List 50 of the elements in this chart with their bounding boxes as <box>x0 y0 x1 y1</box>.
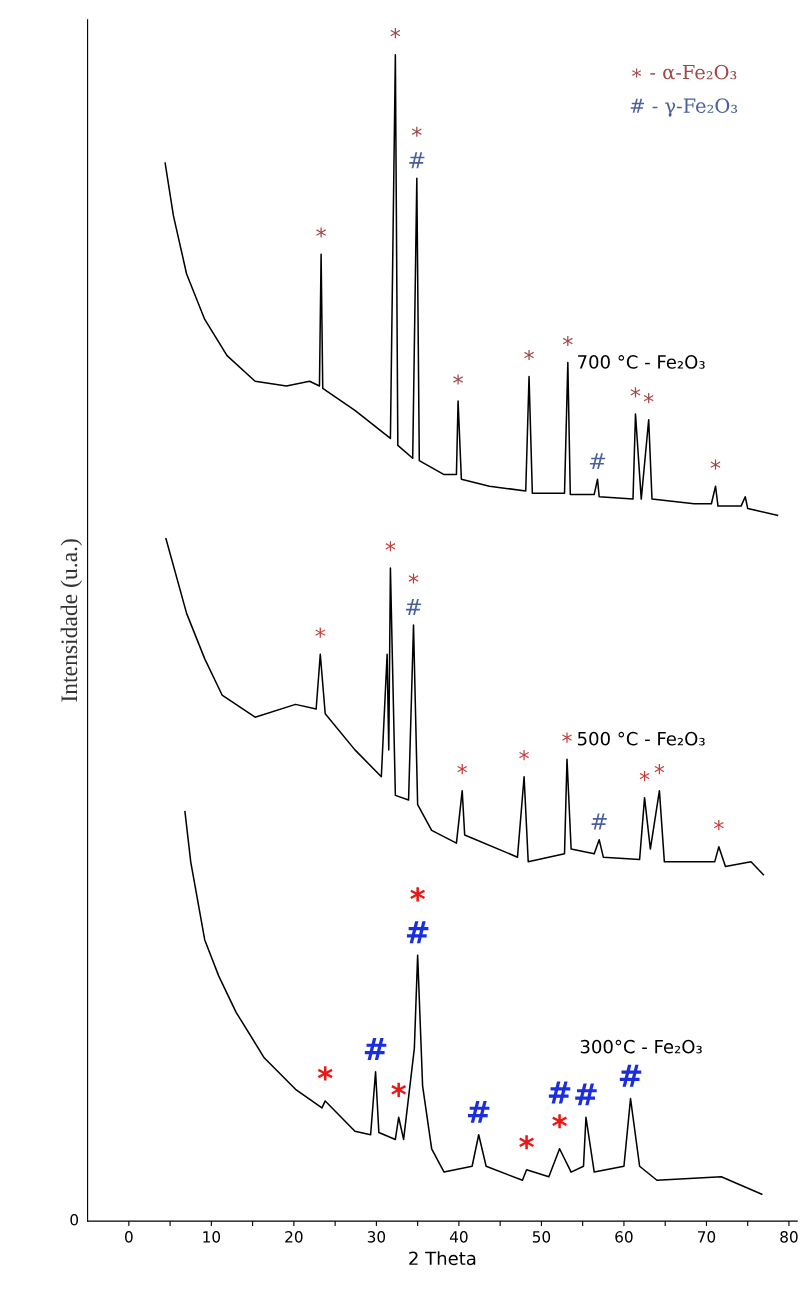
x-tick-label: 40 <box>449 1231 468 1243</box>
x-tick-label: 60 <box>615 1231 633 1243</box>
x-tick-label: 80 <box>780 1231 798 1243</box>
annotation: # <box>575 1083 597 1106</box>
text: 300°C - Fe₂O₃ <box>580 1039 702 1054</box>
annotation: * <box>316 227 326 238</box>
annotation: * <box>630 387 641 398</box>
annotation: # <box>405 598 422 615</box>
annotation: * <box>713 820 724 831</box>
annotation: * <box>562 335 573 347</box>
annotation: * <box>519 750 529 761</box>
x-tick-label: 10 <box>203 1231 221 1243</box>
x-axis-title: 2 Theta <box>409 1251 476 1266</box>
annotation: * <box>317 1066 333 1081</box>
y-axis-title: Intensidade (u.a.) <box>60 539 83 702</box>
annotation: # <box>406 921 429 944</box>
annotation: * <box>411 126 422 137</box>
annotation: * <box>457 764 468 775</box>
annotation: * <box>524 349 534 361</box>
annotation: # <box>364 1037 387 1060</box>
x-tick-label: 70 <box>697 1231 716 1243</box>
annotation: * <box>654 764 665 775</box>
annotation: # <box>619 1064 642 1087</box>
annotation: # <box>467 1100 490 1123</box>
annotation: # <box>591 813 607 830</box>
series-label: 500 °C - Fe₂O₃ <box>577 731 705 746</box>
annotation: * <box>519 1135 534 1150</box>
annotation: # <box>409 152 425 169</box>
x-tick-label: 20 <box>285 1231 303 1243</box>
annotation: * <box>315 627 326 638</box>
annotation: # <box>548 1081 571 1104</box>
annotation: * <box>552 1114 567 1129</box>
x-tick-label: 30 <box>367 1231 386 1243</box>
annotation: * <box>410 887 426 902</box>
annotation: # <box>589 453 606 470</box>
annotation: * <box>643 393 654 404</box>
annotation: * <box>408 573 419 584</box>
annotation: * <box>385 541 396 552</box>
annotation: * <box>710 459 721 470</box>
annotation: * <box>390 28 401 39</box>
annotation: * <box>391 1082 407 1097</box>
annotation: * <box>562 732 572 743</box>
annotation: ∗ - α-Fe₂O₃ <box>632 64 737 80</box>
annotation: * <box>639 771 650 782</box>
annotation: * <box>453 374 463 385</box>
series-label: 700 °C - Fe₂O₃ <box>578 355 705 369</box>
x-tick-label: 0 <box>124 1231 133 1243</box>
text: 0 <box>70 1213 79 1226</box>
x-tick-label: 50 <box>532 1231 551 1243</box>
annotation: # - γ-Fe₂O₃ <box>630 98 738 117</box>
